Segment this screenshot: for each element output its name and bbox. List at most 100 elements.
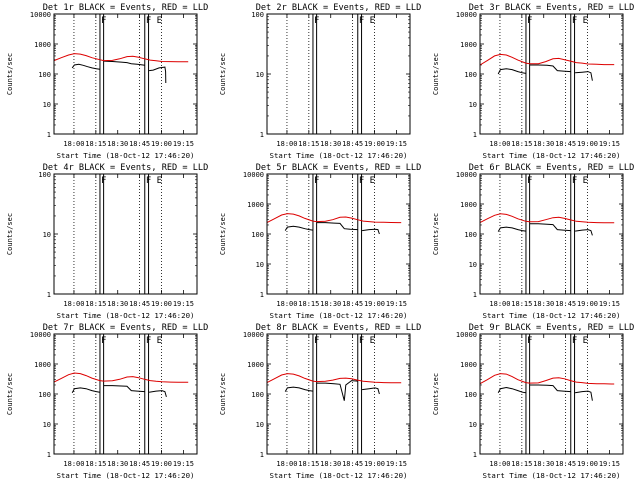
- x-tick-label: 18:45: [129, 300, 150, 308]
- x-axis-label: Start Time (18-Oct-12 17:46:20): [483, 471, 621, 480]
- y-axis-label: Counts/sec: [6, 53, 14, 95]
- series-events-line: [362, 228, 380, 235]
- x-tick-label: 18:00: [489, 300, 510, 308]
- plot-frame: [266, 333, 411, 455]
- plot-frame: [266, 13, 411, 135]
- x-tick-label: 18:00: [63, 460, 84, 468]
- event-marker-label: E: [370, 176, 375, 186]
- y-axis-label: Counts/sec: [432, 373, 440, 415]
- series-events-line: [497, 226, 526, 232]
- series-events-line: [497, 68, 526, 75]
- x-tick-label: 18:15: [298, 140, 319, 148]
- event-marker-label: F: [527, 16, 532, 26]
- x-tick-label: 18:15: [511, 300, 532, 308]
- panel-title: Det 4r BLACK = Events, RED = LLD: [43, 163, 209, 173]
- x-tick-label: 19:15: [173, 140, 194, 148]
- panel-det-5r: Det 5r BLACK = Events, RED = LLD Counts/s…: [219, 163, 421, 320]
- series-lld-line: [266, 213, 402, 224]
- x-axis-label: Start Time (18-Oct-12 17:46:20): [270, 311, 408, 320]
- x-tick-label: 19:00: [364, 140, 385, 148]
- series-events-line: [316, 380, 358, 401]
- series-events-line: [284, 386, 313, 392]
- y-axis-label: Counts/sec: [219, 213, 227, 255]
- panel-title: Det 8r BLACK = Events, RED = LLD: [256, 323, 422, 333]
- series-lld-line: [479, 213, 615, 224]
- y-tick-label: 1000: [460, 201, 477, 209]
- event-marker-label: E: [583, 176, 588, 186]
- y-tick-label: 10: [469, 421, 477, 429]
- event-marker-label: F: [572, 336, 577, 346]
- y-tick-label: 100: [464, 231, 477, 239]
- x-tick-label: 18:00: [276, 140, 297, 148]
- y-tick-label: 10000: [243, 331, 264, 339]
- x-tick-label: 18:30: [320, 300, 341, 308]
- series-events-line: [575, 71, 593, 81]
- y-tick-label: 1: [473, 131, 477, 139]
- plot-frame: [53, 173, 198, 295]
- x-tick-label: 18:00: [489, 460, 510, 468]
- series-events-line: [575, 390, 593, 401]
- x-tick-label: 18:30: [107, 460, 128, 468]
- plot-frame: [266, 173, 411, 295]
- x-axis-label: Start Time (18-Oct-12 17:46:20): [57, 151, 195, 160]
- y-axis-label: Counts/sec: [6, 373, 14, 415]
- x-tick-label: 18:45: [342, 300, 363, 308]
- series-events-line: [497, 386, 526, 394]
- series-events-line: [575, 229, 593, 236]
- y-tick-label: 10000: [30, 11, 51, 19]
- y-tick-label: 1: [473, 451, 477, 459]
- y-tick-label: 100: [464, 71, 477, 79]
- plot-frame: [479, 173, 624, 295]
- y-tick-label: 10000: [456, 331, 477, 339]
- event-marker-label: E: [157, 16, 162, 26]
- plot-frame: [53, 13, 198, 135]
- panel-det-3r: Det 3r BLACK = Events, RED = LLD Counts/s…: [432, 3, 634, 160]
- x-tick-label: 19:15: [173, 300, 194, 308]
- x-axis-label: Start Time (18-Oct-12 17:46:20): [57, 311, 195, 320]
- x-tick-label: 19:00: [577, 140, 598, 148]
- event-marker-label: F: [101, 336, 106, 346]
- x-tick-label: 18:15: [85, 460, 106, 468]
- panel-det-8r: Det 8r BLACK = Events, RED = LLD Counts/s…: [219, 323, 421, 480]
- y-tick-label: 1: [260, 451, 264, 459]
- x-axis-label: Start Time (18-Oct-12 17:46:20): [483, 311, 621, 320]
- y-tick-label: 10: [256, 421, 264, 429]
- panel-title: Det 9r BLACK = Events, RED = LLD: [469, 323, 635, 333]
- y-tick-label: 10: [43, 101, 51, 109]
- panel-det-7r: Det 7r BLACK = Events, RED = LLD Counts/s…: [6, 323, 208, 480]
- x-tick-label: 19:15: [386, 140, 407, 148]
- y-tick-label: 10000: [243, 171, 264, 179]
- panel-title: Det 3r BLACK = Events, RED = LLD: [469, 3, 635, 13]
- series-events-line: [529, 64, 571, 73]
- y-tick-label: 1000: [460, 361, 477, 369]
- y-tick-label: 1000: [247, 201, 264, 209]
- series-lld-line: [266, 373, 402, 384]
- x-tick-label: 18:15: [85, 140, 106, 148]
- x-tick-label: 19:00: [151, 140, 172, 148]
- event-marker-label: F: [146, 176, 151, 186]
- panel-det-2r: Det 2r BLACK = Events, RED = LLD Counts/s…: [219, 3, 421, 160]
- event-marker-label: F: [572, 16, 577, 26]
- y-tick-label: 100: [464, 391, 477, 399]
- x-tick-label: 18:30: [533, 300, 554, 308]
- x-tick-label: 18:30: [320, 460, 341, 468]
- x-tick-label: 19:15: [173, 460, 194, 468]
- x-tick-label: 18:30: [533, 460, 554, 468]
- y-tick-label: 1000: [34, 41, 51, 49]
- panel-title: Det 7r BLACK = Events, RED = LLD: [43, 323, 209, 333]
- series-events-line: [149, 66, 167, 84]
- y-tick-label: 10: [43, 421, 51, 429]
- x-tick-label: 19:15: [386, 460, 407, 468]
- y-axis-label: Counts/sec: [219, 373, 227, 415]
- series-events-line: [71, 63, 100, 70]
- event-marker-label: F: [359, 336, 364, 346]
- panel-det-1r: Det 1r BLACK = Events, RED = LLD Counts/s…: [6, 3, 208, 160]
- y-tick-label: 100: [251, 391, 264, 399]
- y-tick-label: 1: [260, 131, 264, 139]
- x-tick-label: 18:15: [85, 300, 106, 308]
- y-tick-label: 10000: [456, 11, 477, 19]
- x-tick-label: 18:30: [107, 140, 128, 148]
- event-marker-label: F: [359, 16, 364, 26]
- series-events-line: [149, 390, 167, 398]
- x-axis-label: Start Time (18-Oct-12 17:46:20): [483, 151, 621, 160]
